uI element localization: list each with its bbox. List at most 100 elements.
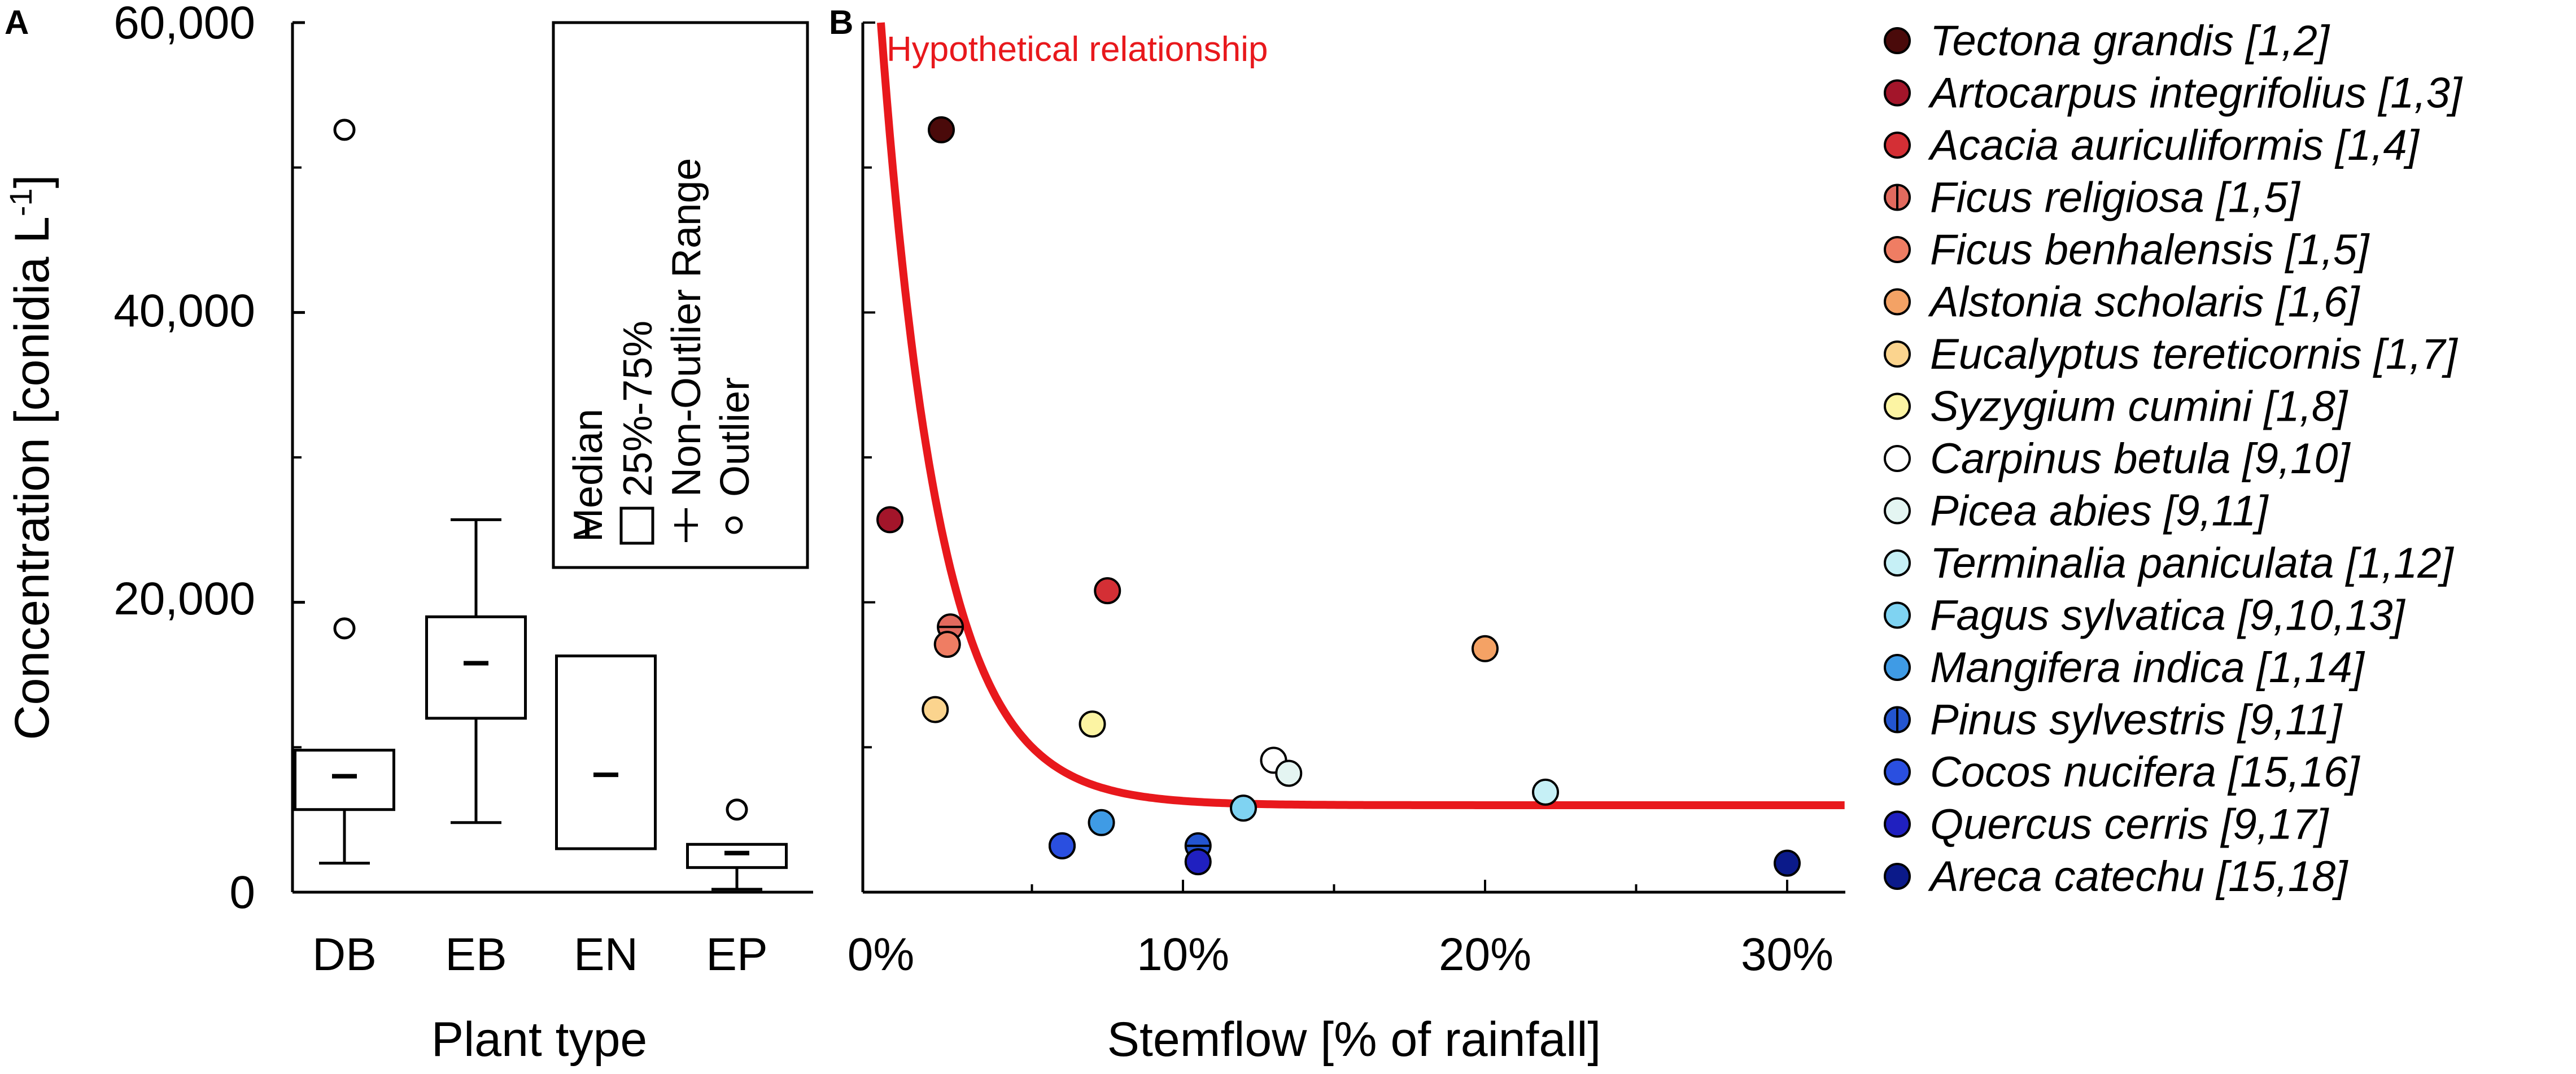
legend-label: Quercus cerris [9,17] (1930, 801, 2329, 849)
legend-swatch (1884, 445, 1911, 472)
legend-label: Alstonia scholaris [1,6] (1928, 278, 2360, 326)
legend-swatch (1884, 340, 1911, 368)
legend-item: Artocarpus integrifolius [1,3] (1884, 69, 2463, 117)
legend-label: Acacia auriculiformis [1,4] (1928, 121, 2420, 169)
legend-swatch (1884, 810, 1911, 838)
scatter-point (922, 696, 949, 723)
panel-b-x-axis-title: Stemflow [% of rainfall] (1107, 1012, 1601, 1067)
legend-item: Acacia auriculiformis [1,4] (1884, 121, 2420, 169)
legend-label: Ficus religiosa [1,5] (1930, 174, 2301, 222)
panel-a-label: A (5, 3, 29, 41)
scatter-point (928, 116, 955, 143)
box-legend: Median 25%-75% Non-Outlier Range Outlier (552, 21, 809, 569)
legend-item: Quercus cerris [9,17] (1884, 801, 2329, 849)
legend-swatch (1884, 79, 1911, 107)
box-en (555, 654, 657, 850)
iqr-box (555, 654, 657, 850)
legend-label: Ficus benhalensis [1,5] (1930, 226, 2370, 274)
hypothetical-curve (877, 22, 1845, 809)
legend-box-label: 25%-75% (615, 321, 661, 497)
legend-swatch (1884, 549, 1911, 577)
x-tick-label-20pct: 20% (1439, 929, 1531, 980)
legend-swatch (1884, 27, 1911, 54)
legend-box-icon (619, 507, 654, 545)
scatter-point (1094, 577, 1121, 605)
legend-label: Areca catechu [15,18] (1928, 853, 2348, 901)
species-legend: Tectona grandis [1,2]Artocarpus integrif… (1884, 17, 2463, 901)
scatter-point (1472, 635, 1499, 662)
scatter-point (1532, 778, 1559, 806)
y-tick-label-60000: 60,000 (113, 0, 255, 49)
scatter-point (1275, 759, 1303, 787)
legend-label: Terminalia paniculata [1,12] (1930, 539, 2455, 587)
legend-label: Pinus sylvestris [9,11] (1930, 696, 2343, 744)
x-tick-label-en: EN (574, 929, 638, 980)
legend-label: Mangifera indica [1,14] (1930, 644, 2365, 692)
scatter-point (1774, 849, 1801, 877)
box-ep (686, 798, 788, 891)
legend-item: Syzygium cumini [1,8] (1884, 383, 2348, 431)
legend-frame (552, 21, 809, 569)
legend-label: Artocarpus integrifolius [1,3] (1928, 69, 2463, 117)
x-tick-label-30pct: 30% (1741, 929, 1833, 980)
outlier-point (333, 119, 356, 141)
y-tick-label-20000: 20,000 (113, 573, 255, 625)
scatter-points (876, 116, 1801, 877)
legend-item: Picea abies [9,11] (1884, 487, 2269, 535)
legend-item: Ficus religiosa [1,5] (1884, 174, 2301, 222)
legend-label: Carpinus betula [9,10] (1930, 435, 2351, 483)
legend-label: Picea abies [9,11] (1930, 487, 2269, 535)
x-tick-label-eb: EB (445, 929, 507, 980)
outlier-point (333, 617, 356, 640)
panel-a-y-axis-title: Concentration [conidia L-1] (3, 174, 59, 740)
legend-item: Ficus benhalensis [1,5] (1884, 226, 2370, 274)
scatter-point (1049, 832, 1076, 859)
legend-item: Areca catechu [15,18] (1884, 853, 2348, 901)
legend-item: Mangifera indica [1,14] (1884, 644, 2365, 692)
scatter-point (1079, 710, 1106, 738)
box-eb (425, 518, 527, 824)
scatter-point (876, 506, 904, 534)
legend-label: Tectona grandis [1,2] (1930, 17, 2330, 65)
panel-b: B 0% 10% 20% 30% Stemflow [% of rainfall… (829, 3, 1845, 1067)
panel-a: A 0 20,000 40,000 60,000 Concentration [… (3, 0, 813, 1067)
legend-label: Fagus sylvatica [9,10,13] (1930, 592, 2406, 640)
legend-swatch (1884, 392, 1911, 420)
scatter-point (1088, 809, 1115, 836)
iqr-box (294, 748, 395, 811)
scatter-point (1184, 848, 1212, 876)
legend-whisker-label: Non-Outlier Range (664, 158, 709, 497)
legend-swatch (1884, 236, 1911, 263)
panel-a-y-ticks: 0 20,000 40,000 60,000 (113, 0, 305, 918)
curve-label: Hypothetical relationship (887, 30, 1268, 69)
legend-swatch (1884, 863, 1911, 890)
legend-item: Tectona grandis [1,2] (1884, 17, 2330, 65)
scatter-point (1230, 794, 1257, 822)
legend-swatch (1884, 654, 1911, 681)
legend-swatch (1884, 288, 1911, 316)
x-tick-label-10pct: 10% (1137, 929, 1229, 980)
legend-swatch (1884, 132, 1911, 159)
panel-b-y-ticks (863, 21, 875, 749)
legend-item: Terminalia paniculata [1,12] (1884, 539, 2455, 587)
y-tick-label-40000: 40,000 (113, 285, 255, 337)
legend-item: Alstonia scholaris [1,6] (1884, 278, 2360, 326)
legend-item: Fagus sylvatica [9,10,13] (1884, 592, 2406, 640)
legend-swatch (1884, 497, 1911, 525)
legend-swatch (1884, 601, 1911, 629)
scatter-point (933, 631, 961, 658)
legend-label: Eucalyptus tereticornis [1,7] (1930, 330, 2458, 378)
panel-b-label: B (829, 3, 853, 41)
legend-swatch (1884, 758, 1911, 785)
legend-item: Eucalyptus tereticornis [1,7] (1884, 330, 2458, 378)
x-tick-label-0pct: 0% (848, 929, 915, 980)
legend-label: Syzygium cumini [1,8] (1930, 383, 2348, 431)
iqr-box (686, 842, 788, 869)
legend-item: Carpinus betula [9,10] (1884, 435, 2351, 483)
outlier-point (726, 798, 748, 821)
legend-item: Pinus sylvestris [9,11] (1884, 696, 2343, 744)
box-plots (294, 119, 788, 891)
y-tick-label-0: 0 (229, 867, 255, 918)
legend-outlier-label: Outlier (713, 377, 758, 497)
